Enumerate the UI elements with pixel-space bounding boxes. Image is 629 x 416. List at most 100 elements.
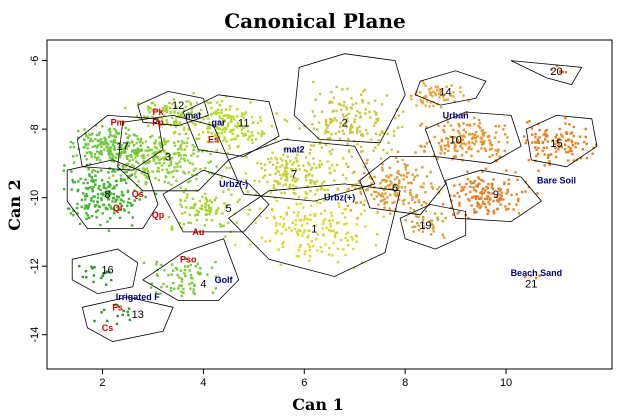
point-class-11 bbox=[217, 120, 221, 124]
x-tick-label: 4 bbox=[200, 377, 206, 389]
point-class-10 bbox=[498, 125, 501, 128]
point-class-8 bbox=[69, 212, 73, 215]
point-class-2 bbox=[328, 117, 332, 121]
point-class-4 bbox=[160, 263, 163, 267]
point-class-9 bbox=[462, 188, 465, 192]
point-class-4 bbox=[193, 292, 196, 296]
point-class-10 bbox=[468, 133, 471, 136]
point-class-9 bbox=[486, 195, 490, 198]
point-class-4 bbox=[172, 281, 175, 285]
point-class-12 bbox=[163, 109, 166, 113]
point-class-19 bbox=[416, 222, 419, 225]
point-class-13 bbox=[100, 311, 103, 314]
class-annotation: Pm bbox=[111, 117, 125, 127]
point-class-2 bbox=[345, 120, 348, 124]
point-class-2 bbox=[374, 121, 377, 124]
point-class-15 bbox=[536, 152, 540, 156]
point-class-5 bbox=[178, 221, 181, 225]
point-class-2 bbox=[392, 130, 396, 133]
point-class-3 bbox=[169, 159, 172, 162]
point-class-8 bbox=[104, 206, 108, 209]
point-class-4 bbox=[193, 283, 196, 287]
point-class-11 bbox=[247, 130, 250, 133]
point-class-9 bbox=[475, 196, 478, 199]
point-class-17 bbox=[109, 133, 112, 136]
point-class-11 bbox=[220, 111, 223, 115]
point-class-17 bbox=[112, 146, 116, 149]
point-class-17 bbox=[82, 138, 86, 141]
point-class-17 bbox=[112, 155, 115, 158]
point-class-2 bbox=[375, 118, 378, 121]
point-class-7 bbox=[333, 179, 336, 182]
point-class-3 bbox=[158, 149, 161, 152]
point-class-3 bbox=[191, 173, 194, 177]
point-class-8 bbox=[94, 179, 97, 182]
point-class-15 bbox=[572, 159, 575, 162]
point-class-17 bbox=[105, 145, 108, 149]
point-class-1 bbox=[351, 238, 354, 241]
point-class-1 bbox=[343, 208, 346, 211]
point-class-1 bbox=[304, 216, 307, 219]
point-class-6 bbox=[359, 192, 363, 196]
point-class-6 bbox=[381, 199, 384, 202]
point-class-1 bbox=[296, 214, 299, 217]
point-class-15 bbox=[541, 141, 544, 144]
point-class-2 bbox=[342, 104, 345, 107]
point-class-1 bbox=[234, 243, 237, 246]
point-class-9 bbox=[484, 206, 488, 209]
point-class-1 bbox=[331, 254, 334, 257]
point-class-1 bbox=[342, 248, 345, 251]
point-class-7 bbox=[292, 150, 295, 153]
point-class-20 bbox=[555, 64, 559, 67]
point-class-1 bbox=[332, 229, 335, 233]
point-class-12 bbox=[173, 111, 176, 114]
point-class-11 bbox=[215, 149, 218, 152]
point-class-9 bbox=[483, 189, 487, 192]
point-class-3 bbox=[124, 163, 128, 166]
point-class-9 bbox=[508, 202, 511, 206]
point-class-1 bbox=[376, 233, 379, 236]
point-class-11 bbox=[232, 137, 236, 141]
point-class-5 bbox=[217, 207, 220, 210]
point-class-8 bbox=[100, 197, 103, 200]
point-class-10 bbox=[468, 145, 471, 148]
point-class-7 bbox=[331, 164, 334, 167]
point-class-7 bbox=[306, 185, 309, 188]
region-label: 9 bbox=[493, 189, 499, 201]
point-class-15 bbox=[565, 151, 568, 154]
point-class-2 bbox=[345, 105, 348, 109]
point-class-3 bbox=[151, 134, 154, 138]
point-class-8 bbox=[126, 204, 129, 208]
point-class-7 bbox=[284, 166, 287, 169]
point-class-7 bbox=[305, 192, 309, 195]
point-class-17 bbox=[121, 147, 124, 150]
point-class-14 bbox=[439, 91, 442, 94]
point-class-11 bbox=[223, 119, 226, 122]
point-class-1 bbox=[363, 209, 366, 212]
point-class-9 bbox=[470, 204, 473, 207]
point-class-2 bbox=[349, 106, 353, 109]
point-class-8 bbox=[118, 208, 121, 212]
point-class-12 bbox=[175, 106, 178, 110]
point-class-17 bbox=[88, 139, 92, 143]
point-class-15 bbox=[546, 140, 550, 143]
point-class-8 bbox=[113, 170, 117, 173]
point-class-1 bbox=[273, 196, 276, 199]
point-class-14 bbox=[449, 94, 453, 97]
point-class-9 bbox=[469, 180, 472, 183]
point-class-7 bbox=[302, 164, 305, 167]
point-class-4 bbox=[176, 268, 179, 271]
point-class-6 bbox=[352, 170, 356, 174]
point-class-1 bbox=[310, 240, 313, 243]
point-class-8 bbox=[119, 198, 123, 201]
point-class-10 bbox=[479, 136, 482, 139]
point-class-2 bbox=[356, 110, 359, 113]
point-class-2 bbox=[325, 130, 328, 133]
point-class-11 bbox=[231, 115, 235, 118]
point-class-11 bbox=[212, 111, 216, 115]
point-class-2 bbox=[337, 102, 340, 106]
point-class-12 bbox=[160, 117, 164, 120]
point-class-12 bbox=[209, 101, 212, 104]
point-class-4 bbox=[184, 274, 187, 278]
